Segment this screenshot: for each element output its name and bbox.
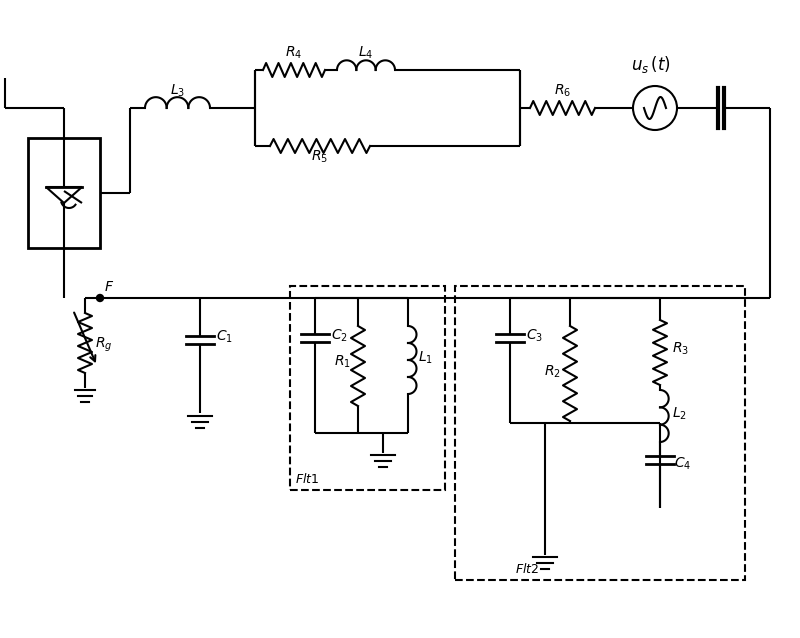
Text: $Flt2$: $Flt2$	[515, 562, 539, 576]
Circle shape	[97, 295, 103, 302]
Text: $C_4$: $C_4$	[674, 456, 691, 472]
Bar	[290, 286, 445, 490]
Text: $R_1$: $R_1$	[334, 354, 351, 371]
Text: $u_s\,(t)$: $u_s\,(t)$	[631, 54, 671, 75]
Text: $R_6$: $R_6$	[554, 83, 571, 100]
Text: $C_2$: $C_2$	[331, 328, 348, 345]
Text: $L_4$: $L_4$	[358, 45, 374, 61]
Text: $Flt1$: $Flt1$	[295, 472, 319, 486]
Bar	[455, 286, 745, 580]
Text: $C_3$: $C_3$	[526, 328, 543, 345]
Bar	[28, 138, 100, 248]
Text: $F$: $F$	[104, 280, 114, 294]
Text: $L_2$: $L_2$	[672, 406, 687, 422]
Text: $C_1$: $C_1$	[216, 329, 233, 345]
Text: $R_5$: $R_5$	[311, 149, 329, 165]
Text: $R_g$: $R_g$	[95, 336, 113, 354]
Text: $R_4$: $R_4$	[286, 45, 302, 61]
Text: $R_2$: $R_2$	[544, 364, 561, 380]
Text: $R_3$: $R_3$	[672, 341, 689, 357]
Text: $L_1$: $L_1$	[418, 350, 433, 366]
Text: $L_3$: $L_3$	[170, 83, 185, 100]
